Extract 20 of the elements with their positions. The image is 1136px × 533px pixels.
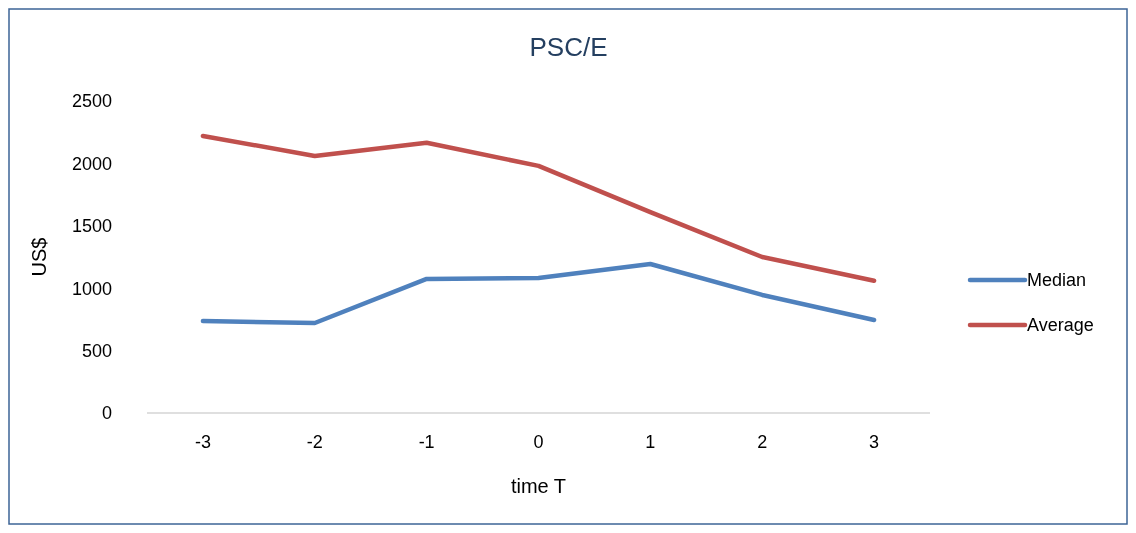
line-series: [200, 133, 877, 283]
y-tick-label: 2500: [71, 91, 112, 112]
y-axis-title: US$: [28, 237, 50, 277]
legend-label: Average: [1027, 315, 1094, 336]
x-tick-label: -2: [306, 432, 323, 452]
x-tick-label: 1: [645, 432, 656, 452]
y-tick-label: 1500: [71, 216, 112, 237]
y-tick-label: 2000: [71, 153, 112, 174]
y-tick-label: 0: [101, 403, 112, 424]
x-tick-label: -3: [194, 432, 211, 452]
legend-label: Median: [1027, 270, 1087, 291]
y-tick-label: 500: [81, 340, 112, 361]
x-tick-label: 0: [533, 432, 544, 452]
x-tick-label: 3: [869, 432, 880, 452]
chart-title: PSC/E: [529, 32, 608, 62]
x-tick-label: 2: [757, 432, 768, 452]
x-tick-label: -1: [418, 432, 435, 452]
x-axis-title: time T: [510, 475, 567, 497]
line-series: [200, 261, 877, 326]
y-tick-label: 1000: [71, 278, 112, 299]
